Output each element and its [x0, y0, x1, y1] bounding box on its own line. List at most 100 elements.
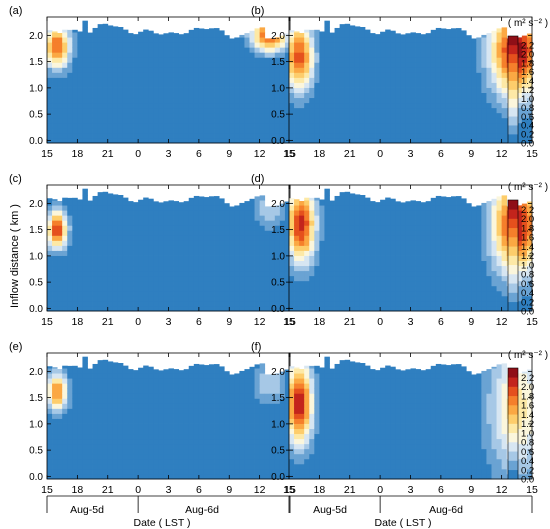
heatmap-cell: [117, 245, 124, 251]
heatmap-cell: [224, 57, 230, 63]
heatmap-cell: [224, 260, 230, 267]
heatmap-cell: [82, 47, 88, 53]
heatmap-cell: [259, 275, 266, 282]
heatmap-cell: [87, 393, 93, 399]
heatmap-cell: [158, 127, 164, 134]
heatmap-cell: [364, 117, 371, 124]
heatmap-cell: [72, 47, 78, 53]
heatmap-cell: [57, 57, 63, 63]
heatmap-cell: [209, 205, 215, 211]
heatmap-cell: [415, 280, 422, 287]
heatmap-cell: [294, 57, 300, 63]
heatmap-cell: [456, 196, 462, 201]
heatmap-cell: [329, 250, 335, 256]
heatmap-cell: [107, 137, 114, 144]
heatmap-cell: [148, 300, 154, 307]
y-tick-label: 1.5: [29, 57, 43, 68]
heatmap-cell: [359, 275, 366, 282]
heatmap-cell: [501, 250, 508, 256]
heatmap-cell: [128, 67, 134, 73]
heatmap-cell: [359, 285, 366, 292]
heatmap-cell: [249, 295, 255, 302]
heatmap-cell: [259, 305, 266, 312]
heatmap-cell: [148, 87, 154, 93]
heatmap-cell: [133, 280, 139, 287]
heatmap-cell: [410, 137, 416, 144]
heatmap-cell: [264, 260, 271, 267]
heatmap-cell: [97, 453, 104, 460]
heatmap-cell: [395, 97, 401, 104]
heatmap-cell: [112, 300, 119, 307]
heatmap-cell: [168, 295, 174, 302]
heatmap-cell: [334, 270, 341, 277]
heatmap-cell: [349, 240, 356, 246]
heatmap-cell: [87, 368, 93, 374]
heatmap-cell: [410, 245, 416, 251]
heatmap-cell: [279, 35, 286, 38]
heatmap-cell: [254, 122, 261, 129]
heatmap-cell: [97, 27, 104, 33]
heatmap-cell: [309, 295, 315, 302]
heatmap-cell: [259, 235, 266, 241]
heatmap-cell: [324, 132, 330, 139]
heatmap-cell: [349, 132, 356, 139]
heatmap-cell: [138, 270, 144, 277]
heatmap-cell: [47, 468, 53, 475]
heatmap-cell: [158, 202, 164, 206]
heatmap-cell: [501, 295, 508, 302]
heatmap-cell: [219, 112, 225, 119]
heatmap-cell: [370, 280, 376, 287]
heatmap-cell: [107, 368, 114, 374]
heatmap-cell: [364, 275, 371, 282]
heatmap-cell: [339, 137, 346, 144]
heatmap-cell: [390, 47, 396, 53]
heatmap-cell: [239, 132, 245, 139]
heatmap-cell: [425, 245, 432, 251]
heatmap-cell: [284, 92, 291, 99]
heatmap-cell: [370, 97, 376, 104]
heatmap-cell: [62, 82, 68, 88]
heatmap-cell: [526, 205, 533, 211]
heatmap-cell: [451, 102, 457, 109]
heatmap-cell: [440, 117, 447, 124]
heatmap-cell: [203, 270, 210, 277]
heatmap-cell: [390, 210, 396, 216]
heatmap-cell: [319, 240, 325, 246]
heatmap-cell: [148, 220, 154, 226]
heatmap-cell: [254, 47, 261, 53]
heatmap-cell: [304, 200, 310, 206]
heatmap-cell: [112, 423, 119, 429]
heatmap-cell: [264, 47, 271, 53]
heatmap-cell: [244, 295, 250, 302]
heatmap-cell: [425, 240, 432, 246]
heatmap-cell: [148, 240, 154, 246]
heatmap-cell: [183, 77, 190, 83]
heatmap-cell: [466, 280, 472, 287]
heatmap-cell: [385, 37, 391, 43]
heatmap-cell: [67, 47, 73, 53]
heatmap-cell: [153, 127, 159, 134]
heatmap-cell: [133, 117, 139, 124]
heatmap-cell: [526, 255, 533, 261]
heatmap-cell: [324, 188, 330, 191]
heatmap-cell: [67, 220, 73, 226]
heatmap-cell: [324, 270, 330, 277]
heatmap-cell: [214, 200, 220, 206]
heatmap-cell: [214, 290, 220, 297]
heatmap-cell: [72, 413, 78, 419]
heatmap-cell: [214, 305, 220, 312]
heatmap-cell: [193, 255, 200, 261]
heatmap-cell: [77, 235, 83, 241]
heatmap-cell: [52, 438, 58, 445]
heatmap-cell: [491, 137, 497, 144]
heatmap-cell: [471, 230, 477, 236]
heatmap-cell: [224, 137, 230, 144]
heatmap-cell: [375, 77, 381, 83]
heatmap-cell: [354, 265, 361, 272]
heatmap-cell: [319, 92, 325, 99]
heatmap-cell: [314, 47, 320, 53]
heatmap-cell: [72, 92, 78, 99]
heatmap-cell: [193, 305, 200, 312]
heatmap-cell: [451, 42, 457, 48]
heatmap-cell: [77, 393, 83, 399]
